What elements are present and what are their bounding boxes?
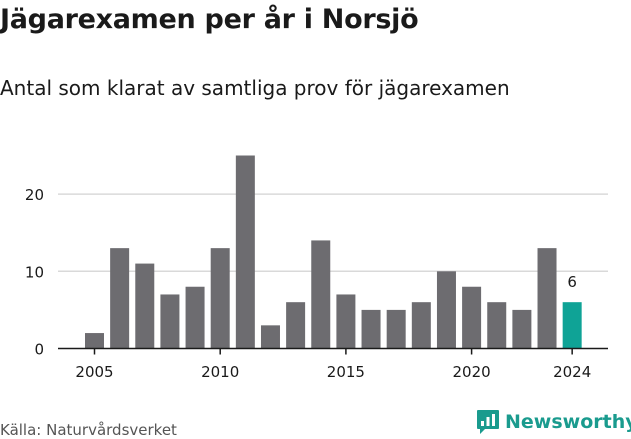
newsworthy-logo-icon: [477, 410, 499, 434]
x-tick-label: 2020: [453, 363, 491, 381]
y-tick-label: 20: [25, 186, 44, 204]
y-tick-label: 0: [34, 341, 44, 359]
chart-subtitle: Antal som klarat av samtliga prov för jä…: [0, 76, 510, 100]
bar-chart: 0 10 20 2005 2010 2015 2020 2024 6: [25, 155, 608, 381]
brand-name: Newsworthy: [505, 411, 631, 433]
gridlines: [58, 193, 608, 273]
bar-2013: [286, 302, 306, 349]
bars: [85, 155, 582, 349]
y-tick-label: 10: [25, 263, 44, 281]
bar-2006: [110, 248, 130, 349]
bar-2009: [185, 286, 205, 349]
source-note: Källa: Naturvårdsverket: [0, 421, 177, 439]
bar-2020: [462, 286, 482, 349]
bar-2012: [260, 325, 280, 349]
bar-2007: [135, 263, 155, 349]
bar-2010: [210, 248, 230, 349]
bar-2008: [160, 294, 180, 349]
x-tick-label: 2005: [75, 363, 113, 381]
chart-title: Jägarexamen per år i Norsjö: [0, 4, 419, 35]
bar-2016: [361, 309, 381, 349]
bar-2021: [487, 302, 507, 349]
bar-2023: [537, 248, 557, 349]
y-axis-ticks: 0 10 20: [25, 186, 44, 358]
x-axis: 2005 2010 2015 2020 2024: [58, 347, 608, 381]
highlight-value-label: 6: [567, 273, 577, 291]
bar-2022: [512, 309, 532, 349]
bar-2015: [336, 294, 356, 349]
x-tick-label: 2010: [201, 363, 239, 381]
data-labels: 6: [567, 273, 577, 291]
bar-2024: [562, 302, 582, 349]
bar-2018: [411, 302, 431, 349]
bar-2019: [436, 271, 456, 349]
bar-2017: [386, 309, 406, 349]
x-tick-label: 2015: [327, 363, 365, 381]
bar-2011: [235, 155, 255, 349]
brand-logo: Newsworthy: [476, 409, 631, 435]
bar-2005: [85, 333, 104, 349]
x-tick-label: 2024: [553, 363, 591, 381]
bar-2014: [311, 240, 331, 349]
